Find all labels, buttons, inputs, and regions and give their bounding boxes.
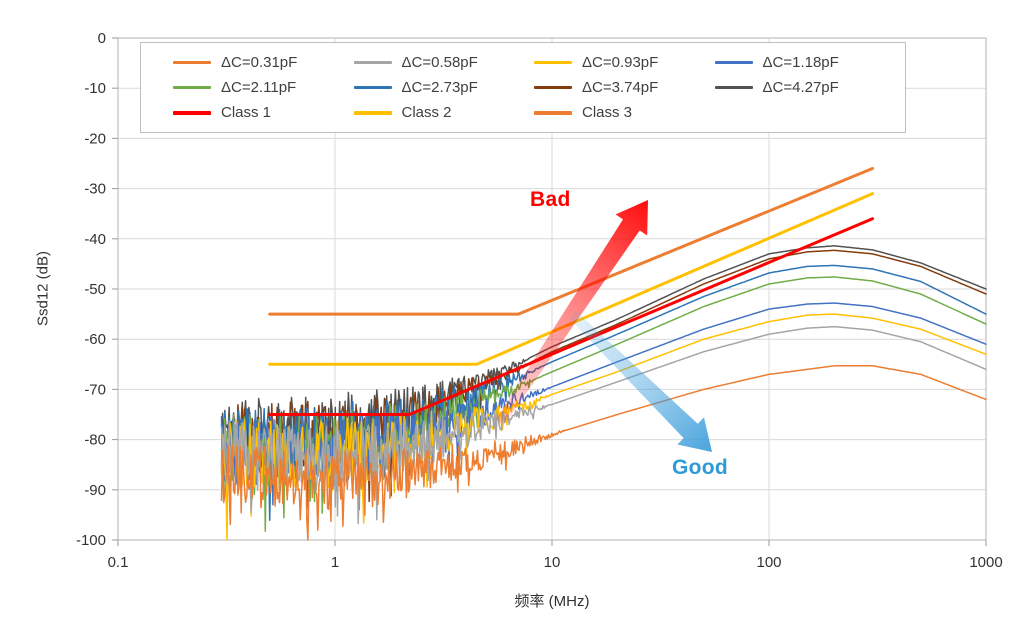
x-tick-label: 1000 [969, 554, 1002, 571]
legend-item: ΔC=2.73pF [353, 79, 531, 96]
legend-line-swatch [534, 61, 572, 64]
legend-label: Class 3 [582, 104, 633, 121]
series-line-8 [268, 217, 874, 416]
y-tick-label: -30 [84, 181, 106, 198]
legend-item: ΔC=2.11pF [173, 79, 350, 96]
legend-item: ΔC=1.18pF [714, 54, 892, 71]
legend-label: Class 1 [221, 104, 272, 121]
y-axis-title: Ssd12 (dB) [34, 250, 52, 327]
legend-label: ΔC=4.27pF [762, 79, 839, 96]
legend-line-swatch [353, 61, 392, 64]
y-tick-label: -100 [76, 532, 106, 549]
annotation-good: Good [672, 456, 729, 479]
legend-line-swatch [173, 61, 211, 64]
y-tick-label: -40 [84, 231, 106, 248]
bad-arrow [495, 200, 648, 425]
legend-item: Class 2 [353, 104, 531, 121]
y-tick-label: -50 [84, 281, 106, 298]
y-tick-label: -10 [84, 80, 106, 97]
legend-label: ΔC=0.93pF [582, 54, 659, 71]
legend-label: ΔC=0.58pF [401, 54, 478, 71]
legend: ΔC=0.31pF ΔC=0.58pF ΔC=0.93pF ΔC=1.18pF ΔC=2… [140, 42, 906, 133]
series-line-7 [220, 245, 987, 492]
y-tick-label: -20 [84, 130, 106, 147]
y-tick-label: -60 [84, 331, 106, 348]
x-tick-label: 10 [544, 554, 561, 571]
series-line-9 [268, 192, 874, 366]
legend-line-swatch [353, 86, 392, 89]
legend-item: Class 1 [173, 104, 350, 121]
good-arrow [569, 311, 712, 452]
legend-label: ΔC=1.18pF [762, 54, 839, 71]
legend-item: ΔC=0.93pF [534, 54, 711, 71]
legend-label: Class 2 [401, 104, 452, 121]
legend-item: ΔC=0.58pF [353, 54, 531, 71]
legend-item: ΔC=3.74pF [534, 79, 711, 96]
legend-line-swatch [714, 61, 753, 64]
legend-item: ΔC=4.27pF [714, 79, 892, 96]
legend-line-swatch [534, 110, 572, 115]
legend-line-swatch [534, 86, 572, 89]
legend-line-swatch [353, 110, 392, 115]
legend-item: Class 3 [534, 104, 711, 121]
x-axis-title: 频率 (MHz) [514, 593, 590, 610]
legend-label: ΔC=3.74pF [582, 79, 659, 96]
legend-line-swatch [173, 110, 211, 115]
series-line-0 [220, 365, 987, 541]
legend-line-swatch [173, 86, 211, 89]
legend-item: ΔC=0.31pF [173, 54, 350, 71]
legend-label: ΔC=2.73pF [401, 79, 478, 96]
annotation-bad: Bad [530, 188, 571, 211]
series-line-10 [268, 167, 874, 316]
x-tick-label: 100 [756, 554, 781, 571]
y-tick-label: 0 [98, 30, 106, 47]
y-tick-label: -90 [84, 482, 106, 499]
x-tick-label: 1 [331, 554, 339, 571]
y-tick-label: -80 [84, 432, 106, 449]
x-tick-label: 0.1 [108, 554, 129, 571]
legend-line-swatch [714, 86, 753, 89]
y-tick-label: -70 [84, 381, 106, 398]
legend-label: ΔC=0.31pF [221, 54, 298, 71]
legend-label: ΔC=2.11pF [221, 79, 297, 96]
